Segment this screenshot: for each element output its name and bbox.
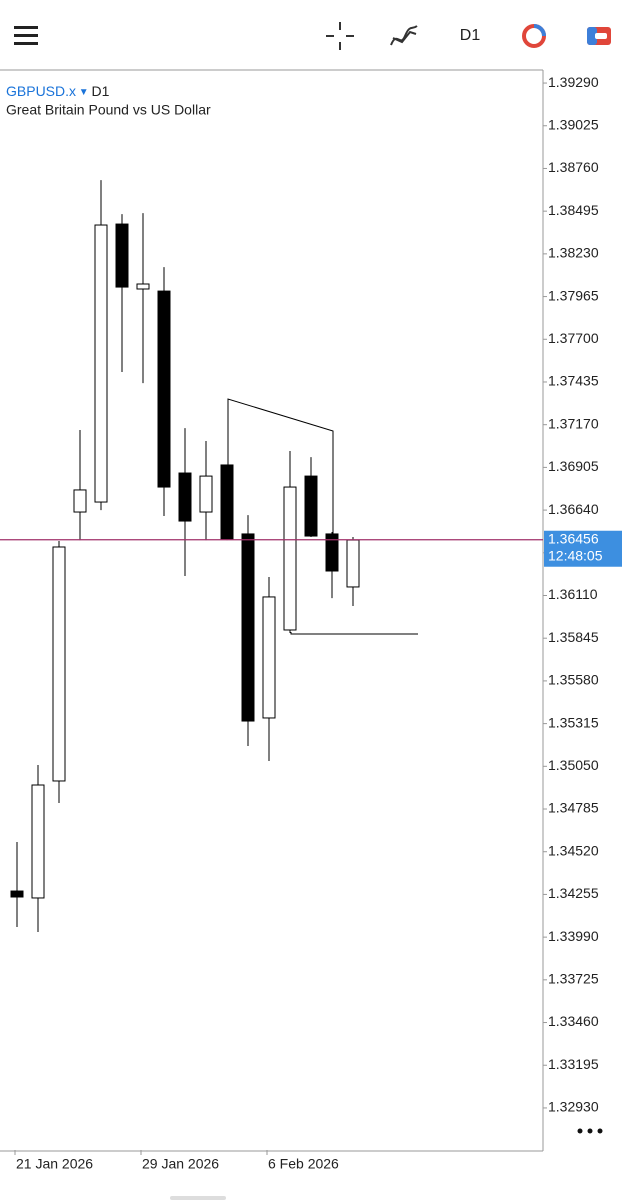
symbol-header: GBPUSD.x ▼ D1 bbox=[6, 83, 110, 99]
y-tick-label: 1.36640 bbox=[548, 501, 599, 517]
y-tick-label: 1.38230 bbox=[548, 245, 599, 261]
candle-body bbox=[31, 784, 45, 899]
crosshair-button[interactable] bbox=[326, 22, 354, 50]
bottom-tab-indicator bbox=[170, 1196, 226, 1200]
candle-body bbox=[325, 533, 339, 572]
candle-body bbox=[52, 546, 66, 782]
symbol-description: Great Britain Pound vs US Dollar bbox=[6, 102, 211, 118]
y-tick-label: 1.39025 bbox=[548, 116, 599, 132]
y-tick-label: 1.33460 bbox=[548, 1013, 599, 1029]
trade-button[interactable] bbox=[522, 24, 546, 48]
timeframe-button[interactable]: D1 bbox=[460, 27, 481, 44]
candle-body bbox=[115, 223, 129, 288]
plot: 1.39290 1.39025 1.38760 1.38495 1.38230 1.379… bbox=[0, 74, 622, 1172]
candle-body bbox=[94, 224, 108, 503]
y-tick-label: 1.38760 bbox=[548, 159, 599, 175]
candle-body bbox=[346, 539, 360, 588]
current-price-box bbox=[544, 530, 622, 567]
candle-body bbox=[73, 489, 87, 513]
y-tick-label: 1.37965 bbox=[548, 287, 599, 303]
candle-body bbox=[136, 283, 150, 290]
indicators-button[interactable] bbox=[390, 25, 418, 46]
y-tick-label: 1.33195 bbox=[548, 1056, 599, 1072]
candle-body bbox=[283, 486, 297, 631]
y-tick-label: 1.36110 bbox=[548, 586, 598, 602]
y-tick-label: 1.36905 bbox=[548, 458, 599, 474]
y-tick-label: 1.34255 bbox=[548, 885, 599, 901]
y-tick-label: 1.37435 bbox=[548, 373, 599, 389]
account-button[interactable] bbox=[587, 27, 611, 45]
y-tick-label: 1.35315 bbox=[548, 714, 599, 730]
symbol[interactable]: GBPUSD.x bbox=[6, 83, 76, 99]
x-tick-label: 6 Feb 2026 bbox=[268, 1156, 339, 1172]
y-tick-label: 1.34520 bbox=[548, 842, 599, 858]
candle-body bbox=[304, 475, 318, 537]
y-tick-label: 1.39290 bbox=[548, 74, 599, 90]
bar-timer: 12:48:05 bbox=[548, 547, 603, 563]
candle-body bbox=[199, 475, 213, 513]
y-tick-label: 1.34785 bbox=[548, 800, 599, 816]
candle-body bbox=[220, 464, 234, 540]
y-tick-label: 1.33990 bbox=[548, 928, 599, 944]
y-tick-label: 1.35580 bbox=[548, 672, 599, 688]
menu-button[interactable] bbox=[14, 26, 38, 45]
candle-body bbox=[262, 596, 276, 719]
y-tick-label: 1.32930 bbox=[548, 1099, 599, 1115]
y-tick-label: 1.38495 bbox=[548, 202, 599, 218]
x-tick-label: 29 Jan 2026 bbox=[142, 1156, 219, 1172]
y-tick-label: 1.33725 bbox=[548, 971, 599, 987]
candle-body bbox=[178, 472, 192, 522]
y-tick-label: 1.37700 bbox=[548, 330, 599, 346]
candle-body bbox=[241, 533, 255, 722]
timeframe: D1 bbox=[91, 83, 109, 99]
more-button[interactable] bbox=[577, 1128, 603, 1134]
candle-body bbox=[10, 890, 24, 898]
user-drawings bbox=[227, 398, 418, 635]
y-tick-label: 1.35050 bbox=[548, 757, 599, 773]
y-tick-label: 1.37170 bbox=[548, 415, 599, 431]
y-tick-label: 1.35845 bbox=[548, 629, 599, 645]
current-price-label: 1.36456 bbox=[548, 530, 599, 546]
x-tick-label: 21 Jan 2026 bbox=[16, 1156, 93, 1172]
candle-body bbox=[157, 290, 171, 488]
